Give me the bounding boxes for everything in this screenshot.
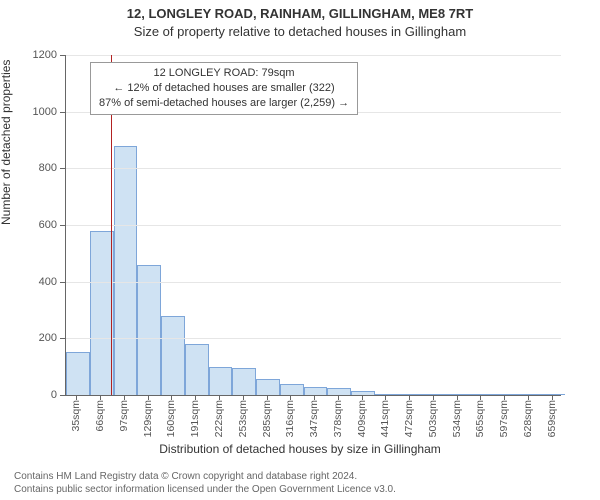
histogram-bar	[209, 367, 233, 395]
y-tick-label: 200	[0, 332, 57, 344]
x-tick-mark	[171, 395, 172, 400]
x-tick-label: 316sqm	[284, 400, 296, 437]
x-tick-label: 191sqm	[189, 400, 201, 437]
histogram-bar	[446, 394, 470, 395]
histogram-bar	[541, 394, 565, 395]
y-tick-label: 800	[0, 162, 57, 174]
x-tick-label: 347sqm	[308, 400, 320, 437]
annotation-line1: 12 LONGLEY ROAD: 79sqm	[99, 66, 349, 81]
x-tick-mark	[528, 395, 529, 400]
histogram-bar	[399, 394, 423, 395]
histogram-bar	[304, 387, 328, 396]
x-axis-label: Distribution of detached houses by size …	[0, 442, 600, 456]
gridline	[66, 338, 561, 339]
x-tick-label: 409sqm	[356, 400, 368, 437]
histogram-bar	[137, 265, 161, 395]
histogram-bar	[114, 146, 138, 395]
x-tick-mark	[219, 395, 220, 400]
histogram-bar	[517, 394, 541, 395]
x-tick-mark	[243, 395, 244, 400]
x-tick-label: 441sqm	[379, 400, 391, 437]
x-tick-label: 472sqm	[403, 400, 415, 437]
x-tick-label: 129sqm	[142, 400, 154, 437]
x-tick-label: 565sqm	[474, 400, 486, 437]
x-tick-label: 285sqm	[261, 400, 273, 437]
x-tick-label: 253sqm	[237, 400, 249, 437]
x-tick-mark	[552, 395, 553, 400]
y-tick-mark	[60, 168, 65, 169]
histogram-bar	[327, 388, 351, 395]
x-tick-label: 503sqm	[427, 400, 439, 437]
footer-copyright-line1: Contains HM Land Registry data © Crown c…	[14, 471, 357, 482]
y-tick-mark	[60, 225, 65, 226]
x-tick-mark	[409, 395, 410, 400]
y-tick-mark	[60, 338, 65, 339]
x-tick-label: 534sqm	[451, 400, 463, 437]
x-tick-mark	[267, 395, 268, 400]
x-tick-label: 222sqm	[213, 400, 225, 437]
y-tick-mark	[60, 395, 65, 396]
x-tick-label: 160sqm	[165, 400, 177, 437]
histogram-bar	[351, 391, 375, 395]
x-tick-mark	[504, 395, 505, 400]
histogram-bar	[422, 394, 446, 395]
annotation-box: 12 LONGLEY ROAD: 79sqm ← 12% of detached…	[90, 62, 358, 115]
x-tick-mark	[362, 395, 363, 400]
page-title-line1: 12, LONGLEY ROAD, RAINHAM, GILLINGHAM, M…	[0, 6, 600, 21]
x-tick-label: 628sqm	[522, 400, 534, 437]
histogram-bar	[280, 384, 304, 395]
x-tick-mark	[338, 395, 339, 400]
x-tick-mark	[290, 395, 291, 400]
x-tick-label: 66sqm	[94, 400, 106, 432]
x-tick-mark	[480, 395, 481, 400]
x-tick-mark	[457, 395, 458, 400]
annotation-line3: 87% of semi-detached houses are larger (…	[99, 96, 349, 111]
x-tick-mark	[433, 395, 434, 400]
histogram-bar	[232, 368, 256, 395]
histogram-bar	[256, 379, 280, 395]
gridline	[66, 168, 561, 169]
x-tick-label: 97sqm	[118, 400, 130, 432]
annotation-line2: ← 12% of detached houses are smaller (32…	[99, 81, 349, 96]
histogram-bar	[66, 352, 90, 395]
y-tick-mark	[60, 55, 65, 56]
footer-copyright-line2: Contains public sector information licen…	[14, 484, 396, 495]
histogram-bar	[375, 394, 399, 395]
y-tick-mark	[60, 112, 65, 113]
x-tick-mark	[100, 395, 101, 400]
histogram-bar	[494, 394, 518, 395]
x-tick-label: 378sqm	[332, 400, 344, 437]
gridline	[66, 282, 561, 283]
page-title-line2: Size of property relative to detached ho…	[0, 24, 600, 39]
histogram-bar	[470, 394, 494, 395]
y-tick-label: 1000	[0, 106, 57, 118]
y-tick-label: 1200	[0, 49, 57, 61]
x-tick-label: 597sqm	[498, 400, 510, 437]
x-tick-mark	[124, 395, 125, 400]
y-tick-mark	[60, 282, 65, 283]
x-tick-mark	[195, 395, 196, 400]
y-tick-label: 0	[0, 389, 57, 401]
x-tick-mark	[385, 395, 386, 400]
x-tick-label: 659sqm	[546, 400, 558, 437]
y-axis-label: Number of detached properties	[0, 60, 13, 225]
x-tick-mark	[314, 395, 315, 400]
gridline	[66, 55, 561, 56]
x-tick-label: 35sqm	[70, 400, 82, 432]
x-tick-mark	[148, 395, 149, 400]
histogram-bar	[161, 316, 185, 395]
gridline	[66, 225, 561, 226]
x-tick-mark	[76, 395, 77, 400]
y-tick-label: 400	[0, 276, 57, 288]
y-tick-label: 600	[0, 219, 57, 231]
histogram-bar	[185, 344, 209, 395]
